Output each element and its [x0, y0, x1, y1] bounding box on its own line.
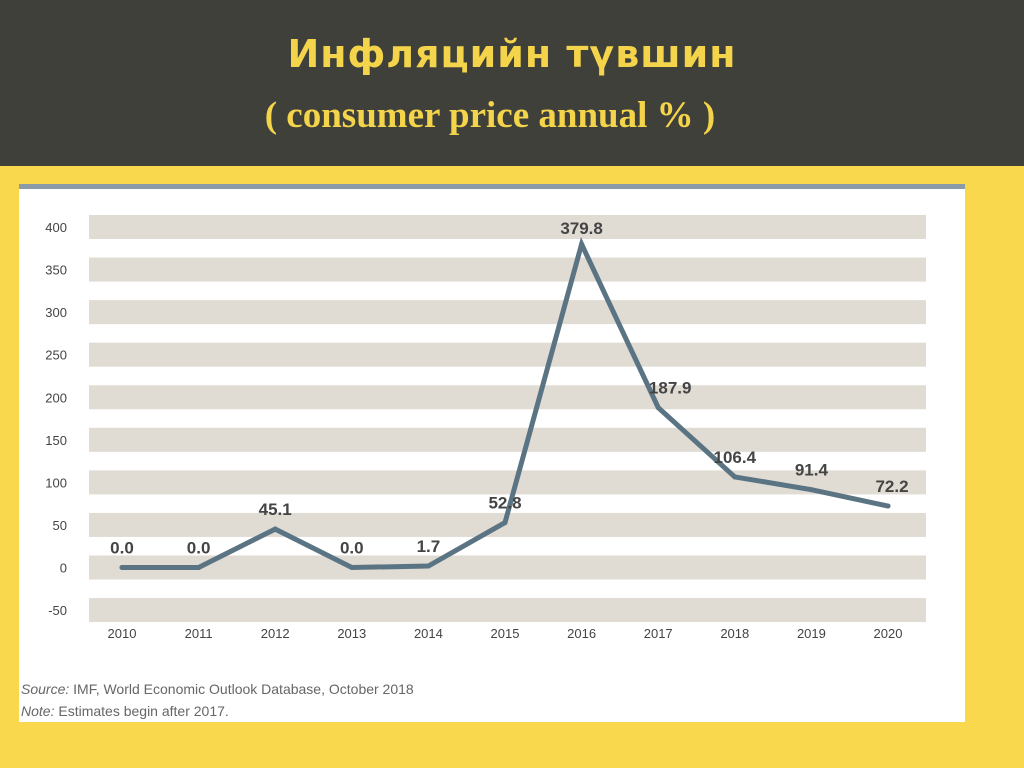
- y-tick-label: 300: [45, 305, 67, 320]
- data-label: 0.0: [110, 539, 134, 558]
- page-title: Инфляцийн түвшин: [287, 32, 737, 76]
- header-bar: Инфляцийн түвшин ( consumer price annual…: [0, 0, 1024, 166]
- grid-band: [89, 300, 926, 325]
- grid-band: [89, 555, 926, 580]
- note-label: Note:: [21, 703, 55, 719]
- y-tick-label: -50: [48, 603, 67, 618]
- x-tick-label: 2017: [644, 626, 673, 641]
- grid-band: [89, 215, 926, 239]
- data-point: [808, 487, 814, 493]
- grid-band: [89, 385, 926, 410]
- panel-top-border: [19, 184, 965, 189]
- source-text: IMF, World Economic Outlook Database, Oc…: [69, 681, 414, 697]
- y-tick-label: 400: [45, 220, 67, 235]
- grid-band: [89, 470, 926, 495]
- data-label: 106.4: [714, 448, 757, 467]
- page-subtitle: ( consumer price annual % ): [264, 95, 716, 136]
- inflation-line-chart: 400 350 300 250 200 150 100 50 0 -50 2010 2011 2012 2…: [45, 215, 926, 641]
- data-point: [732, 474, 738, 480]
- data-label: 1.7: [417, 537, 441, 556]
- note-text: Estimates begin after 2017.: [54, 703, 229, 719]
- data-label: 52.8: [488, 494, 521, 513]
- x-tick-label: 2012: [261, 626, 290, 641]
- grid-band: [89, 257, 926, 282]
- y-tick-label: 0: [60, 561, 67, 576]
- data-label: 91.4: [795, 461, 829, 480]
- x-tick-label: 2016: [567, 626, 596, 641]
- x-tick-label: 2018: [720, 626, 749, 641]
- x-tick-label: 2015: [491, 626, 520, 641]
- x-tick-label: 2013: [337, 626, 366, 641]
- x-tick-label: 2010: [108, 626, 137, 641]
- source-note: Source: IMF, World Economic Outlook Data…: [21, 681, 414, 697]
- data-point: [119, 565, 125, 570]
- grid-band: [89, 342, 926, 367]
- grid-band: [89, 427, 926, 452]
- data-label: 379.8: [560, 219, 603, 238]
- data-label: 45.1: [259, 500, 292, 519]
- data-point: [579, 241, 585, 247]
- x-tick-label: 2020: [874, 626, 903, 641]
- data-label: 0.0: [340, 539, 364, 558]
- data-point: [885, 503, 891, 509]
- data-point: [655, 405, 661, 411]
- y-tick-label: 250: [45, 348, 67, 363]
- y-tick-label: 50: [53, 518, 67, 533]
- y-tick-label: 100: [45, 475, 67, 490]
- data-point: [196, 565, 202, 570]
- source-label: Source:: [21, 681, 70, 697]
- y-tick-label: 200: [45, 390, 67, 405]
- data-point: [502, 520, 508, 526]
- chart-panel: 400 350 300 250 200 150 100 50 0 -50 2010 2011 2012 2…: [19, 184, 965, 722]
- data-point: [272, 526, 278, 532]
- data-point: [349, 565, 355, 570]
- x-tick-label: 2014: [414, 626, 443, 641]
- data-point: [425, 563, 431, 569]
- y-tick-label: 350: [45, 263, 67, 278]
- estimate-note: Note: Estimates begin after 2017.: [21, 703, 229, 719]
- data-label: 0.0: [187, 539, 211, 558]
- x-tick-label: 2019: [797, 626, 826, 641]
- y-tick-label: 150: [45, 433, 67, 448]
- x-tick-label: 2011: [185, 626, 213, 641]
- data-label: 72.2: [875, 477, 908, 496]
- data-label: 187.9: [649, 379, 692, 398]
- grid-band: [89, 598, 926, 623]
